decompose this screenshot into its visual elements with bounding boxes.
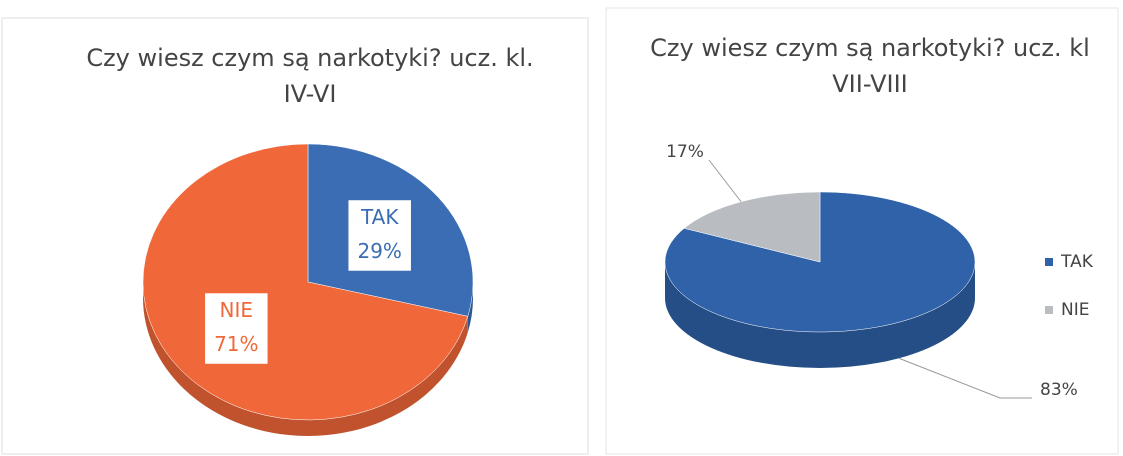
legend-swatch: [1045, 258, 1053, 266]
slice-side: [665, 262, 975, 368]
frame: [1, 17, 589, 455]
label-box: [203, 291, 270, 366]
leader-line: [708, 159, 742, 203]
value-label: 17%: [666, 142, 704, 162]
legend-label: TAK: [1060, 252, 1094, 272]
chart-title: Czy wiesz czym są narkotyki? ucz. kl VII…: [650, 34, 1090, 98]
value-label: 83%: [1040, 380, 1078, 400]
value-label: 29%: [357, 239, 401, 263]
legend-label: NIE: [1061, 300, 1089, 320]
value-label: 71%: [214, 332, 258, 356]
label-box: [346, 198, 413, 273]
category-label: NIE: [220, 298, 254, 322]
chart-title: Czy wiesz czym są narkotyki? ucz. kl. IV…: [86, 44, 534, 108]
category-label: TAK: [360, 205, 399, 229]
frame: [605, 7, 1119, 455]
legend-swatch: [1045, 306, 1053, 314]
leader-line: [898, 357, 1032, 399]
